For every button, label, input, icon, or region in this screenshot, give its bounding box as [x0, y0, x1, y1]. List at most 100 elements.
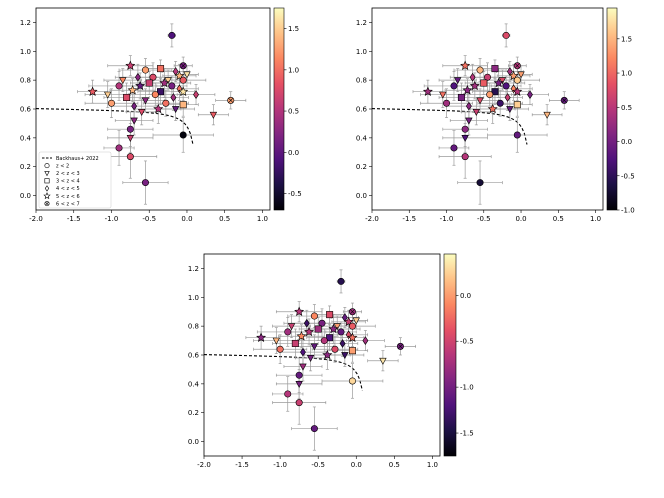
x-circle-cross	[349, 309, 355, 315]
data-point-circle	[141, 179, 149, 187]
data-point-triangle-down	[476, 97, 484, 105]
data-point-square	[457, 93, 465, 101]
data-point-star	[304, 326, 315, 337]
data-point-square	[157, 65, 165, 73]
x-tick-label: 0.0	[515, 215, 526, 223]
data-point-star	[462, 84, 473, 95]
x-tick-label: 0.5	[389, 461, 400, 469]
data-point-triangle-down	[341, 352, 349, 360]
data-point-circle	[331, 345, 339, 353]
data-point-star	[422, 86, 433, 96]
data-point-triangle-down	[306, 355, 315, 363]
backhaus-curve	[204, 354, 363, 391]
data-point-circle	[443, 99, 451, 107]
data-point-square	[480, 79, 488, 87]
colorbar-tick-label: -0.5	[621, 172, 635, 180]
y-tick-label: 0.2	[20, 163, 31, 171]
data-point-circle	[276, 345, 284, 353]
data-point-triangle-down	[352, 317, 360, 325]
data-point-square	[513, 101, 521, 109]
data-point-diamond	[465, 101, 472, 111]
data-point-diamond	[172, 67, 179, 76]
legend-marker-star	[43, 192, 51, 200]
backhaus-curve	[36, 108, 194, 145]
data-point-triangle-down	[171, 106, 180, 114]
x-circle-cross	[397, 343, 403, 349]
data-point-circle	[513, 131, 521, 139]
data-point-square	[491, 65, 499, 73]
data-point-diamond	[300, 347, 306, 357]
colorbar-tick-label: 1.0	[621, 70, 632, 78]
data-point-x-circle	[179, 62, 187, 70]
y-tick-label: 0.8	[188, 323, 199, 331]
data-point-star	[347, 332, 358, 342]
legend-box	[38, 151, 112, 209]
data-point-diamond	[506, 67, 513, 76]
colorbar-tick-label: -1.0	[460, 384, 474, 392]
panel-bottom-center: -2.0 -1.5 -1.0 -0.5 0.0 0.5 1.0 0.0 0.2 0.4 0.6 0.8…	[188, 253, 474, 469]
legend-label: 6 < z < 7	[56, 201, 80, 207]
data-point-square	[348, 347, 356, 355]
data-point-circle	[310, 312, 318, 320]
colorbar-tick-label: 1.5	[621, 35, 632, 43]
legend-label: 4 < z < 5	[56, 186, 80, 192]
data-point-triangle-down	[209, 111, 218, 119]
x-tick-label: -1.5	[235, 461, 249, 469]
data-point-star	[512, 86, 523, 96]
data-point-x-circle	[560, 96, 568, 104]
x-circle-cross	[45, 201, 49, 206]
data-point-circle	[337, 277, 345, 285]
data-point-circle	[450, 82, 458, 90]
data-point-circle	[496, 99, 504, 107]
data-point-triangle-down	[310, 343, 319, 351]
x-tick-label: 0.0	[181, 215, 192, 223]
data-point-triangle-down	[517, 71, 525, 79]
colorbar-tick-label: 0.0	[621, 138, 632, 146]
y-tick-label: 0.8	[20, 77, 31, 85]
plot-area	[204, 269, 416, 451]
legend-marker-triangle-down	[44, 171, 50, 177]
data-point-triangle-down	[439, 91, 447, 99]
colorbar-tick-label: 0.5	[621, 104, 632, 112]
legend-marker-diamond	[44, 185, 50, 192]
data-point-triangle-down	[498, 77, 507, 85]
data-point-circle	[149, 73, 157, 81]
data-point-circle	[179, 131, 187, 139]
y-tick-label: 1.2	[356, 19, 367, 27]
data-point-triangle-down	[272, 337, 281, 345]
x-circle-ring	[44, 201, 50, 207]
data-point-star	[87, 86, 98, 96]
y-tick-label: 1.0	[356, 48, 367, 56]
y-tick-label: 1.0	[20, 48, 31, 56]
data-point-x-circle	[227, 96, 235, 104]
data-point-triangle-down	[183, 71, 191, 79]
legend-label: 2 < z < 3	[56, 171, 80, 177]
colorbar	[443, 253, 457, 457]
data-point-square	[491, 88, 499, 96]
y-tick-label: 0.2	[188, 409, 199, 417]
data-point-triangle-down	[379, 357, 387, 365]
data-point-triangle-down	[164, 77, 172, 85]
legend-marker-x-circle	[44, 201, 50, 207]
data-point-circle	[513, 76, 521, 84]
data-point-triangle-down	[295, 380, 303, 389]
legend-marker-square	[44, 178, 50, 184]
x-circle-cross	[561, 97, 567, 103]
data-point-circle	[461, 125, 469, 133]
data-point-square	[326, 334, 334, 342]
colorbar-tick-label: 1.5	[288, 25, 299, 33]
data-point-square	[291, 339, 299, 347]
data-point-triangle-down	[465, 117, 473, 125]
data-point-circle	[502, 82, 510, 90]
colorbar	[273, 7, 285, 211]
x-tick-label: -2.0	[197, 461, 211, 469]
data-point-diamond	[527, 90, 533, 99]
colorbar-tick-label: -1.0	[621, 207, 635, 215]
data-point-circle	[151, 91, 159, 99]
legend-marker-circle	[44, 163, 50, 169]
data-point-star	[125, 60, 136, 70]
y-tick-label: 1.2	[188, 265, 199, 273]
data-point-star	[159, 77, 170, 88]
legend-label: 3 < z < 4	[56, 179, 80, 185]
